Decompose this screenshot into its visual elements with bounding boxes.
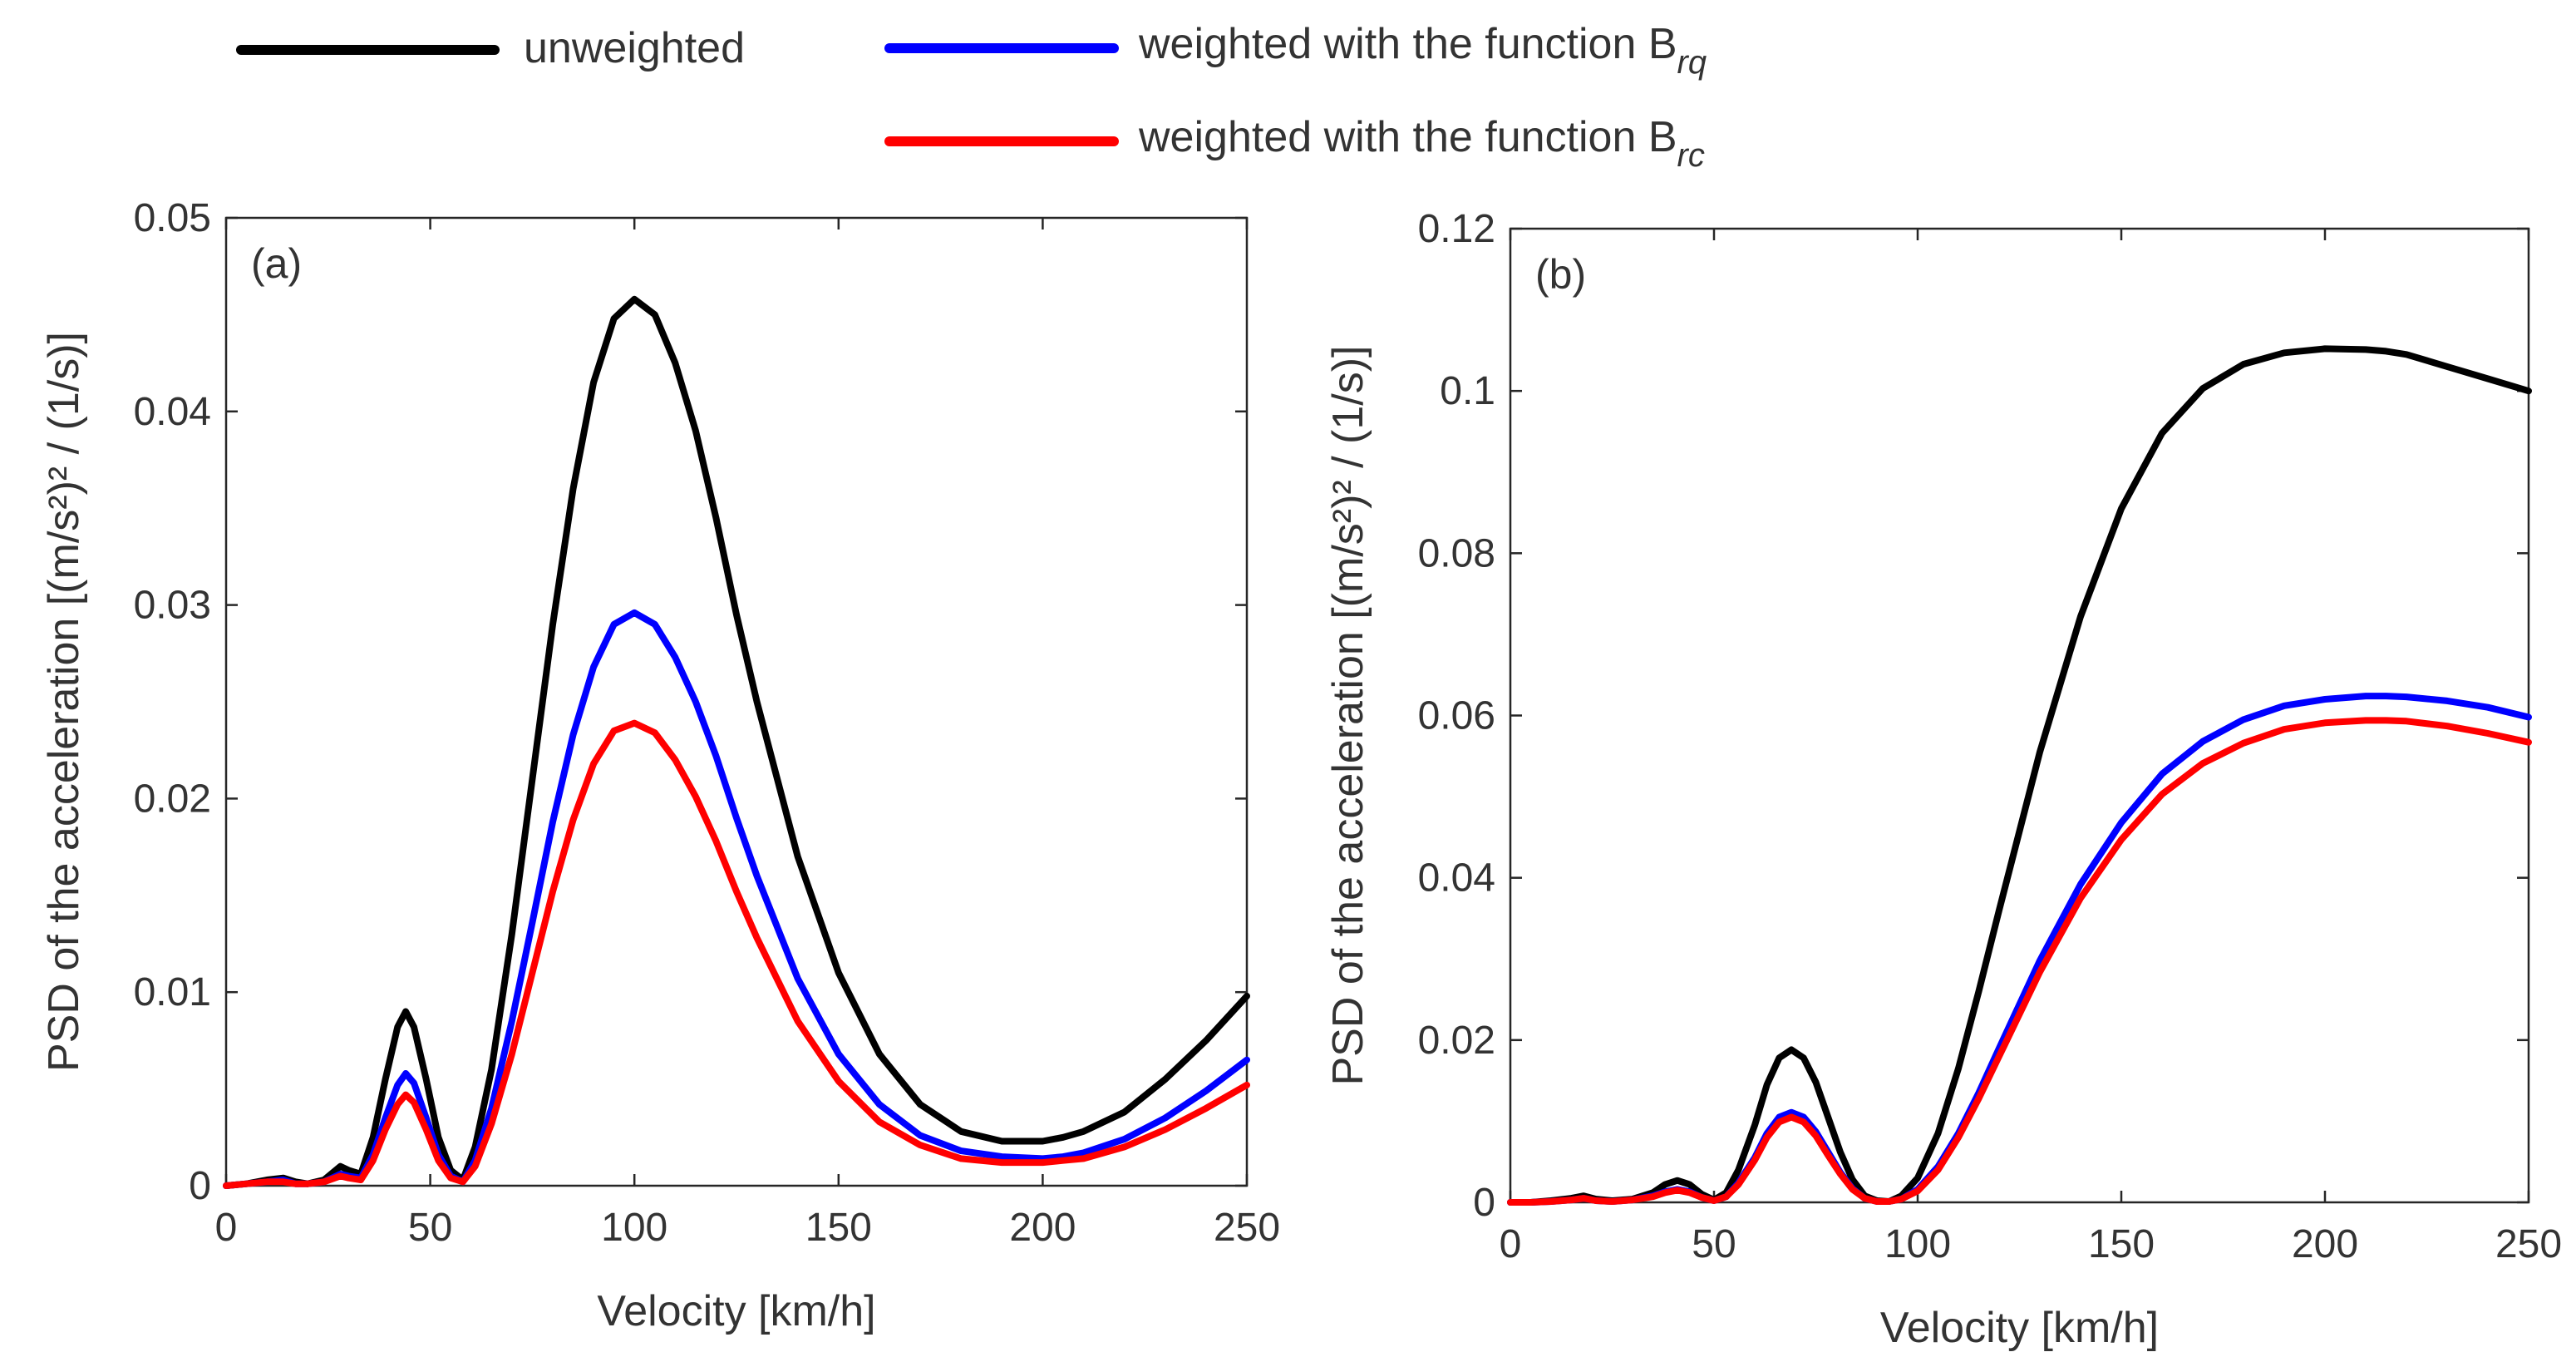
x-axis-label: Velocity [km/h] — [597, 1287, 875, 1335]
x-tick-label: 250 — [2495, 1222, 2562, 1266]
legend-item: weighted with the function Brc — [884, 113, 1705, 174]
x-tick-label: 150 — [2088, 1222, 2155, 1266]
panel-b: 0 50 100 150 200 250 0 0.02 0.04 0.06 0.08 0.1 0.12 V… — [1324, 207, 2562, 1352]
series-line-brc — [223, 719, 1250, 1189]
series-line-brc — [1507, 717, 2532, 1206]
legend-label: weighted with the function Brc — [1138, 113, 1705, 174]
x-tick-label: 100 — [1884, 1222, 1951, 1266]
y-tick-label: 0.02 — [1418, 1019, 1495, 1063]
legend-item: unweighted — [236, 24, 745, 72]
x-tick-label: 50 — [1692, 1222, 1736, 1266]
y-axis-label: PSD of the acceleration [(m/s²)² / (1/s)… — [1324, 345, 1372, 1085]
series-line-unweighted — [1507, 345, 2532, 1206]
y-tick-label: 0.03 — [134, 584, 211, 628]
y-tick-label: 0.02 — [134, 777, 211, 821]
x-tick-label: 0 — [1500, 1222, 1522, 1266]
y-tick-label: 0 — [1473, 1181, 1495, 1225]
y-tick-label: 0.06 — [1418, 694, 1495, 738]
panel-label: (a) — [251, 240, 302, 287]
x-tick-label: 200 — [1009, 1206, 1076, 1250]
y-tick-label: 0 — [189, 1164, 211, 1208]
plot-area — [1509, 227, 2530, 1204]
x-tick-label: 250 — [1214, 1206, 1280, 1250]
x-axis-label: Velocity [km/h] — [1880, 1304, 2159, 1352]
legend-item: weighted with the function Brq — [884, 20, 1707, 81]
y-tick-label: 0.08 — [1418, 531, 1495, 575]
y-tick-label: 0.04 — [134, 390, 211, 434]
y-tick-label: 0.12 — [1418, 207, 1495, 251]
y-tick-label: 0.01 — [134, 970, 211, 1014]
x-tick-label: 100 — [601, 1206, 667, 1250]
series-line-unweighted — [223, 295, 1250, 1189]
legend-label: unweighted — [524, 24, 745, 72]
y-tick-label: 0.1 — [1440, 369, 1495, 413]
x-tick-label: 200 — [2292, 1222, 2358, 1266]
y-axis-label: PSD of the acceleration [(m/s²)² / (1/s)… — [40, 332, 88, 1072]
x-tick-label: 50 — [408, 1206, 452, 1250]
legend-label: weighted with the function Brq — [1138, 20, 1707, 81]
series-line-brq — [1507, 693, 2532, 1206]
x-tick-label: 0 — [215, 1206, 238, 1250]
x-tick-label: 150 — [805, 1206, 872, 1250]
plot-area — [224, 216, 1249, 1187]
panel-a: 0 50 100 150 200 250 0 0.01 0.02 0.03 0.04 0.05 Velo… — [40, 196, 1280, 1335]
y-tick-label: 0.04 — [1418, 856, 1495, 901]
y-tick-label: 0.05 — [134, 196, 211, 240]
legend: unweighted weighted with the function Brq… — [236, 20, 1707, 174]
panel-label: (b) — [1535, 251, 1586, 298]
